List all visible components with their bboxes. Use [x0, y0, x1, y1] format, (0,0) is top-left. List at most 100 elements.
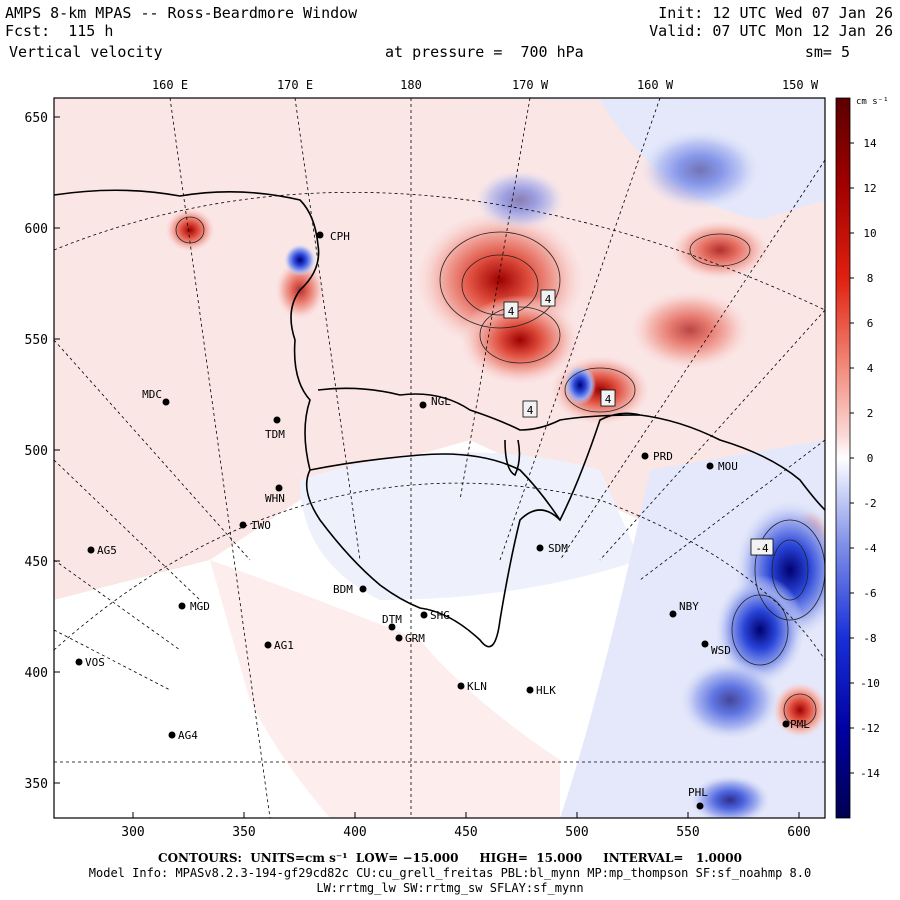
station-label: BDM [333, 583, 353, 596]
inner-longitude-label: 130 W [823, 408, 856, 421]
x-tick-label: 400 [343, 825, 366, 840]
colorbar-level: 12 [863, 182, 876, 195]
station-marker [388, 623, 396, 631]
colorbar-level: -2 [863, 497, 876, 510]
model-info: Model Info: MPASv8.2.3-194-gf29cd82c CU:… [88, 866, 812, 880]
colorbar-level: -12 [860, 722, 880, 735]
x-tick-label: 550 [676, 825, 699, 840]
station-marker [316, 231, 324, 239]
station-marker [696, 802, 704, 810]
station-vos[interactable]: VOS [75, 656, 105, 669]
station-pml[interactable]: PML [782, 718, 811, 731]
longitude-label: 160 E [152, 78, 188, 92]
station-nby[interactable]: NBY [669, 600, 700, 618]
station-wsd[interactable]: WSD [701, 640, 731, 658]
y-tick-label: 650 [25, 111, 48, 126]
station-label: IWO [251, 519, 271, 532]
station-label: DTM [382, 613, 402, 626]
station-iwo[interactable]: IWO [239, 519, 271, 532]
station-label: SHG [430, 609, 450, 622]
station-label: WSD [711, 644, 731, 657]
station-mdc[interactable]: MDC [142, 388, 170, 406]
inner-longitude-label: 110 W [823, 605, 856, 618]
station-kln[interactable]: KLN [457, 680, 487, 693]
station-label: CPH [330, 230, 350, 243]
model-info-physics: LW:rrtmg_lw SW:rrtmg_sw SFLAY:sf_mynn [316, 881, 584, 895]
station-phl[interactable]: PHL [688, 786, 708, 810]
station-tdm[interactable]: TDM [265, 416, 285, 442]
station-mgd[interactable]: MGD [178, 600, 210, 613]
station-label: NGL [431, 395, 451, 408]
station-marker [536, 544, 544, 552]
x-tick-label: 350 [232, 825, 255, 840]
longitude-label: 150 W [782, 78, 819, 92]
station-cph[interactable]: CPH [316, 230, 350, 243]
inner-longitude-label: 100 W [823, 683, 856, 696]
station-label: SDM [548, 542, 568, 555]
svg-text:4: 4 [605, 393, 612, 406]
station-marker [782, 720, 790, 728]
station-marker [395, 634, 403, 642]
station-label: MDC [142, 388, 162, 401]
y-tick-label: 450 [25, 555, 48, 570]
station-grm[interactable]: GRM [395, 632, 426, 645]
colorbar-level: -10 [860, 677, 880, 690]
station-shg[interactable]: SHG [420, 609, 450, 622]
plot-title: AMPS 8-km MPAS -- Ross-Beardmore Window [5, 4, 358, 22]
colorbar-scale [835, 97, 851, 819]
svg-text:4: 4 [527, 404, 534, 417]
station-whn[interactable]: WHN [265, 484, 285, 506]
station-mou[interactable]: MOU [706, 460, 738, 473]
svg-text:4: 4 [508, 305, 515, 318]
station-marker [526, 686, 534, 694]
map-frame [53, 97, 826, 819]
station-label: AG5 [97, 544, 117, 557]
station-ag5[interactable]: AG5 [87, 544, 117, 557]
longitude-label: 170 E [277, 78, 313, 92]
colorbar: cm s⁻¹ 14 12 10 8 6 4 2 0 -2 -4 -6 -8 -10 -12 -14 [835, 97, 889, 819]
contour-info: CONTOURS: UNITS=cm s⁻¹ LOW= −15.000 HIGH… [158, 851, 742, 865]
longitude-label: 170 W [512, 78, 549, 92]
station-ag1[interactable]: AG1 [264, 639, 294, 652]
station-ag4[interactable]: AG4 [168, 729, 199, 742]
station-marker [178, 602, 186, 610]
colorbar-level: 10 [863, 227, 876, 240]
colorbar-level: -14 [860, 767, 880, 780]
station-label: PRD [653, 450, 673, 463]
y-tick-label: 400 [25, 666, 48, 681]
station-marker [419, 401, 427, 409]
colorbar-level: 2 [867, 407, 874, 420]
station-prd[interactable]: PRD [641, 450, 673, 463]
station-label: PHL [688, 786, 708, 799]
station-marker [162, 398, 170, 406]
station-ngl[interactable]: NGL [419, 395, 452, 409]
station-marker [264, 641, 272, 649]
station-marker [701, 640, 709, 648]
station-hlk[interactable]: HLK [526, 684, 557, 697]
x-tick-label: 450 [454, 825, 477, 840]
station-marker [420, 611, 428, 619]
station-marker [275, 484, 283, 492]
station-bdm[interactable]: BDM [333, 583, 367, 596]
longitude-label: 180 [400, 78, 422, 92]
station-dtm[interactable]: DTM [382, 613, 402, 631]
forecast-hour: Fcst: 115 h [5, 22, 114, 40]
x-tick-label: 500 [565, 825, 588, 840]
station-label: MGD [190, 600, 210, 613]
y-tick-label: 500 [25, 444, 48, 459]
svg-text:4: 4 [545, 293, 552, 306]
station-label: TDM [265, 428, 285, 441]
station-marker [641, 452, 649, 460]
station-label: AG1 [274, 639, 294, 652]
station-label: WHN [265, 492, 285, 505]
y-tick-label: 600 [25, 222, 48, 237]
station-sdm[interactable]: SDM [536, 542, 569, 555]
station-marker [457, 682, 465, 690]
station-label: MOU [718, 460, 738, 473]
field-name: Vertical velocity [9, 43, 163, 61]
inner-longitude-label: 120 W [823, 517, 856, 530]
station-marker [669, 610, 677, 618]
contour-label: 4 [540, 289, 556, 307]
station-marker [273, 416, 281, 424]
